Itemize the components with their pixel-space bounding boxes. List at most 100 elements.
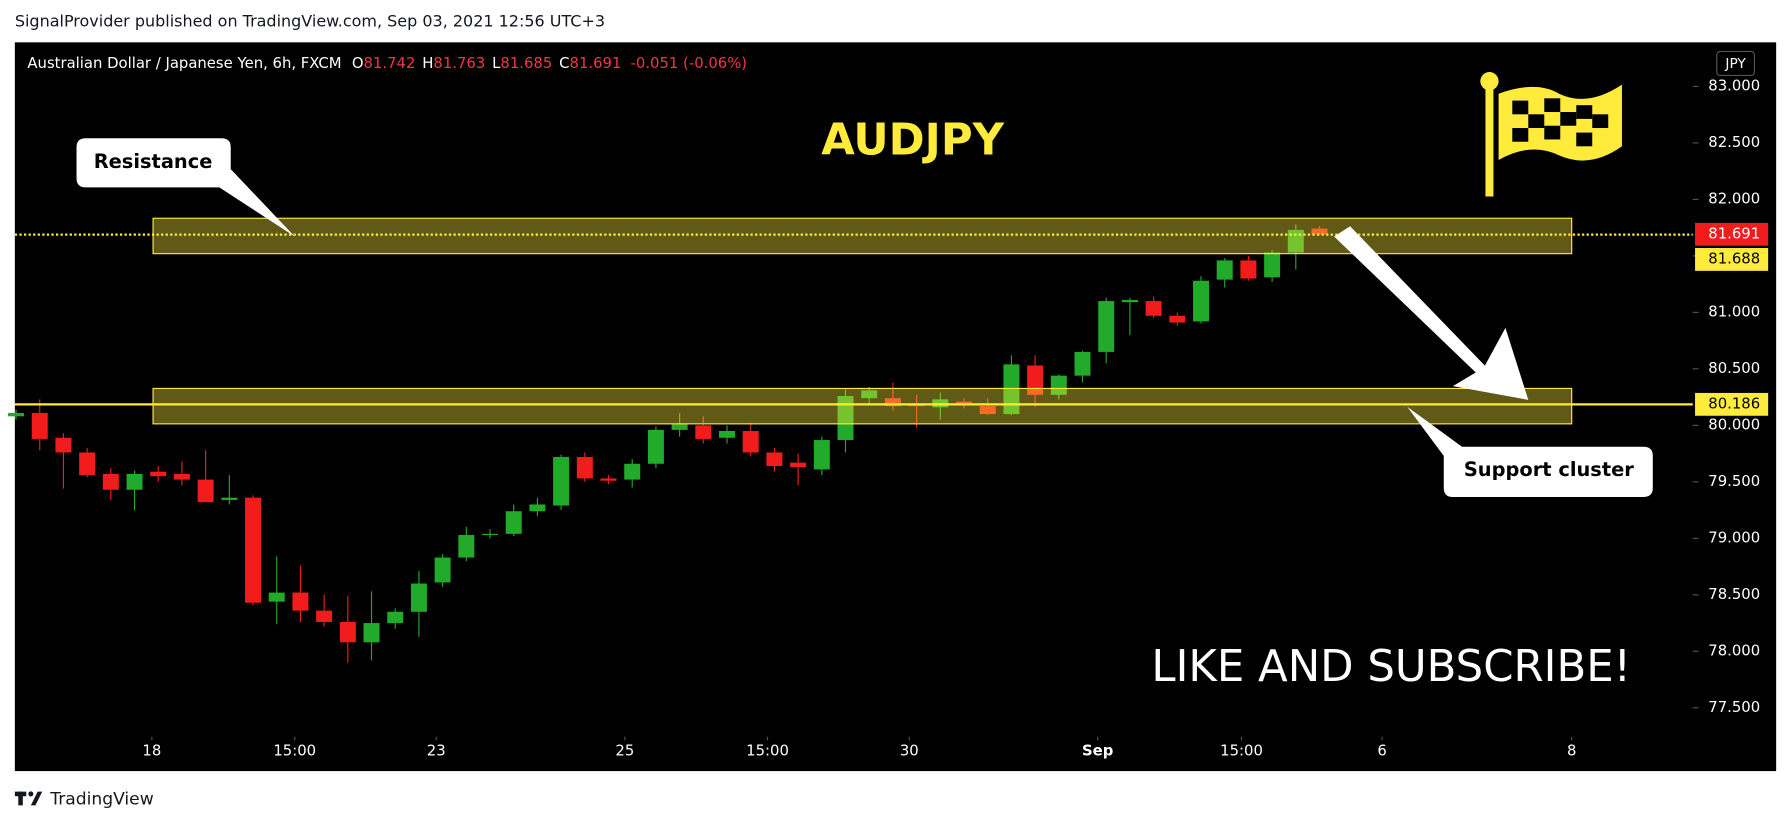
candle-body [150,471,167,477]
candle-body [1193,280,1210,322]
candle-body [647,429,664,464]
candle-body [173,473,190,480]
candle-body [719,431,736,438]
x-tick-label: 6 [1377,743,1386,760]
candle-body [766,452,783,467]
candle-body [576,456,593,479]
candle-body [1216,260,1233,280]
open-value: 81.742 [364,55,416,72]
candle-body [482,533,499,535]
x-tick-label: 30 [900,743,919,760]
candle-body [1240,260,1257,279]
x-tick-label: 23 [427,743,446,760]
symbol-title: Australian Dollar / Japanese Yen, 6h, FX… [27,55,341,72]
publisher-line: SignalProvider published on TradingView.… [15,11,605,30]
candle-body [742,431,759,453]
candle-body [979,406,996,415]
y-tick-label: 81.000 [1708,303,1760,320]
candle-body [434,557,451,583]
candle-body [529,504,546,512]
candle-body [553,456,570,506]
flag-icon [1480,72,1622,197]
x-tick-label: 15:00 [273,743,316,760]
candle-body [1169,315,1186,323]
x-tick-label: 15:00 [1220,743,1263,760]
candle-body [1003,364,1020,415]
support-callout [1407,406,1653,497]
candle-body [458,534,475,558]
y-tick-label: 78.500 [1708,586,1760,603]
plot-area: 77.500 78.000 78.500 79.000 79.500 80.000 80.5… [8,77,1760,760]
candle-body [790,462,807,468]
candle-body [221,497,238,500]
candle-body [1145,301,1162,316]
candle-body [1050,375,1067,395]
y-tick-label: 80.000 [1708,416,1760,433]
price-line-box [1695,248,1769,271]
candle-body [79,452,96,476]
candle-body [1311,228,1328,235]
tv-logo [14,791,43,806]
ohlc-prefix: H [422,55,433,72]
y-tick-label: 79.500 [1708,473,1760,490]
high-value: 81.763 [433,55,485,72]
support-zone [152,387,1573,425]
resistance-callout [76,138,295,237]
candle-body [55,437,72,453]
candle-body [1027,365,1044,395]
flag-ball [1480,72,1499,91]
ohlc-prefix: L [492,55,501,72]
x-tick-label: Sep [1082,743,1113,760]
candle-body [339,621,356,643]
y-tick-label: 79.000 [1708,529,1760,546]
symbol-legend: Australian Dollar / Japanese Yen, 6h, FX… [27,55,747,72]
candle-body [695,425,712,439]
last-price-label: 81.691 [1708,225,1760,242]
candle-body [1264,252,1281,278]
y-tick-label: 82.500 [1708,134,1760,151]
candle-body [1121,299,1138,303]
candle-body [837,395,854,441]
y-tick-label: 80.500 [1708,360,1760,377]
currency-box[interactable] [1716,50,1756,77]
candle-body [197,479,214,503]
candle-body [126,473,143,490]
price-line-box [1695,392,1769,416]
candle-body [600,478,617,481]
candle-body [292,592,309,611]
close-value: 81.691 [570,55,622,72]
last-price-box [1695,222,1769,246]
candle-body [884,398,901,407]
candle-body [813,440,830,470]
candle-body [363,623,380,643]
candle-body [387,611,404,624]
x-tick-label: 15:00 [746,743,789,760]
currency[interactable]: JPY [1724,56,1746,72]
annotation: LIKE AND SUBSCRIBE! [1151,642,1631,692]
overlay: 81.691 81.688 80.186 [14,222,1769,416]
y-tick-label: 82.000 [1708,190,1760,207]
candle-body [268,592,285,602]
candle-body [102,473,119,490]
footer-logo-text: TradingView [49,790,153,810]
flag-checks [1512,98,1609,147]
candle-body [624,463,641,480]
price-line-label: 80.186 [1708,395,1760,412]
annotation: Resistance [94,150,213,173]
candle-body [1098,301,1115,352]
y-tick-label: 77.500 [1708,699,1760,716]
candle-body [8,412,25,417]
candle-body [245,497,262,603]
chart-panel [14,42,1777,772]
x-tick-label: 8 [1567,743,1576,760]
ohlc-prefix: C [559,55,569,72]
candle-body [505,511,522,534]
low-value: 81.685 [500,55,552,72]
annotation: Support cluster [1464,458,1634,481]
chart-title: AUDJPY [821,115,1004,165]
x-tick-label: 25 [615,743,634,760]
candle-body [861,390,878,399]
y-tick-label: 78.000 [1708,642,1760,659]
